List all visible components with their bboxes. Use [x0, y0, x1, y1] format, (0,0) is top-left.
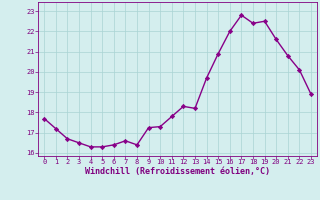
- X-axis label: Windchill (Refroidissement éolien,°C): Windchill (Refroidissement éolien,°C): [85, 167, 270, 176]
